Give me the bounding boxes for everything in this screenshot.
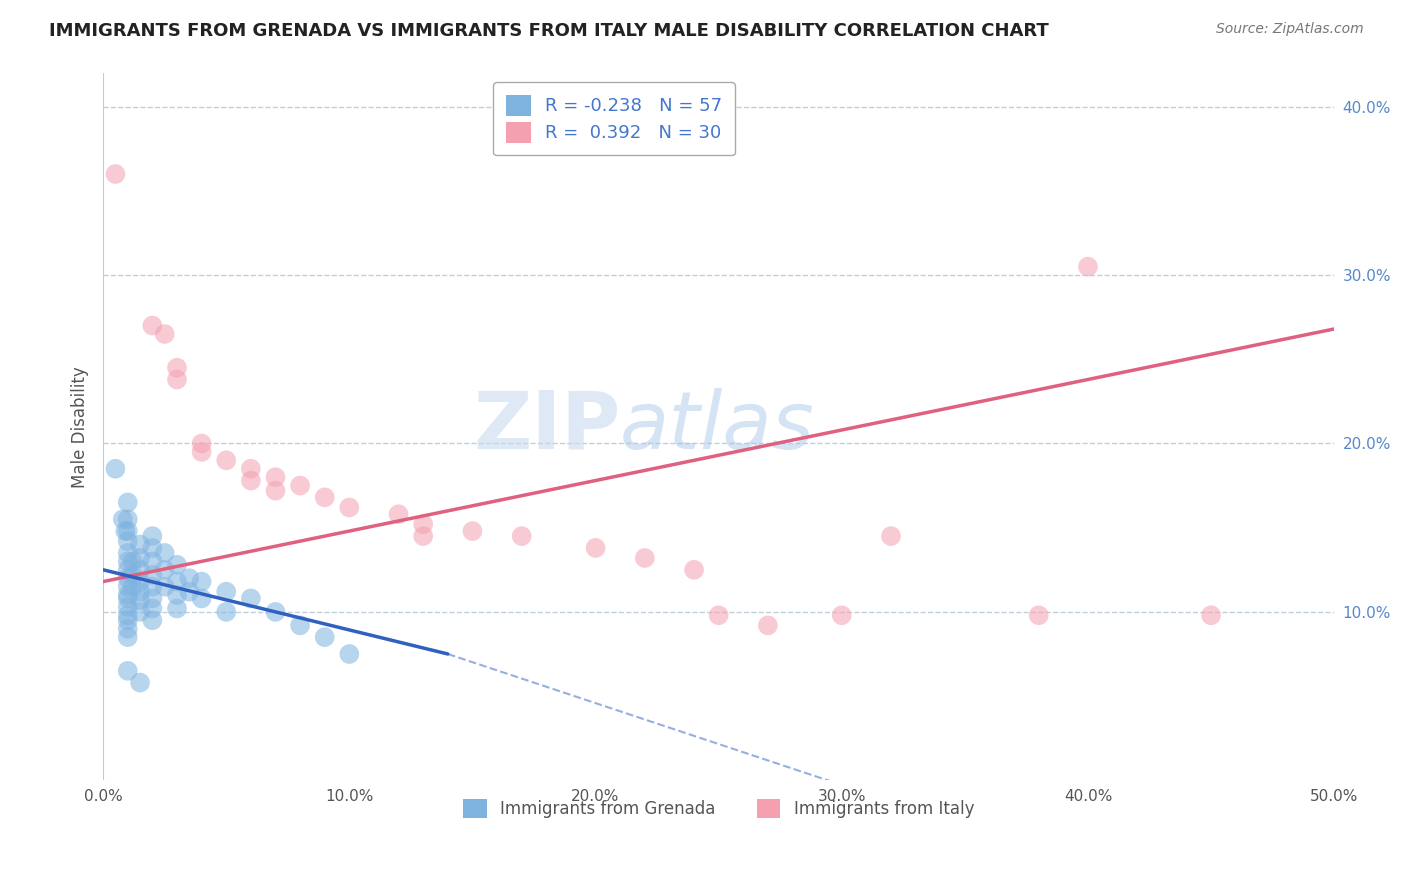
Point xyxy=(129,593,152,607)
Point xyxy=(117,571,139,585)
Point xyxy=(756,618,779,632)
Point xyxy=(141,601,163,615)
Point xyxy=(104,461,127,475)
Point xyxy=(264,605,287,619)
Point xyxy=(141,529,163,543)
Point xyxy=(1077,260,1099,274)
Point xyxy=(117,563,139,577)
Point xyxy=(141,567,163,582)
Point xyxy=(337,500,360,515)
Point xyxy=(510,529,533,543)
Point xyxy=(166,360,188,375)
Point xyxy=(585,541,607,555)
Point xyxy=(190,574,212,589)
Point xyxy=(880,529,903,543)
Point xyxy=(461,524,484,538)
Point xyxy=(288,478,311,492)
Point xyxy=(117,630,139,644)
Point xyxy=(166,558,188,572)
Point xyxy=(121,567,143,582)
Point xyxy=(166,601,188,615)
Point xyxy=(129,537,152,551)
Point xyxy=(1199,608,1222,623)
Point xyxy=(141,318,163,333)
Point xyxy=(153,546,176,560)
Point xyxy=(117,546,139,560)
Point xyxy=(153,580,176,594)
Point xyxy=(117,591,139,606)
Point xyxy=(337,647,360,661)
Point xyxy=(387,507,409,521)
Point xyxy=(117,588,139,602)
Point xyxy=(129,551,152,566)
Point xyxy=(412,529,434,543)
Point xyxy=(153,563,176,577)
Point xyxy=(239,591,262,606)
Point xyxy=(190,445,212,459)
Point xyxy=(831,608,853,623)
Point xyxy=(179,571,201,585)
Point xyxy=(190,436,212,450)
Legend: Immigrants from Grenada, Immigrants from Italy: Immigrants from Grenada, Immigrants from… xyxy=(457,792,981,825)
Point xyxy=(239,474,262,488)
Point xyxy=(141,613,163,627)
Point xyxy=(117,664,139,678)
Text: IMMIGRANTS FROM GRENADA VS IMMIGRANTS FROM ITALY MALE DISABILITY CORRELATION CHA: IMMIGRANTS FROM GRENADA VS IMMIGRANTS FR… xyxy=(49,22,1049,40)
Point xyxy=(215,453,238,467)
Y-axis label: Male Disability: Male Disability xyxy=(72,366,89,488)
Point xyxy=(683,563,706,577)
Point xyxy=(314,630,336,644)
Point xyxy=(707,608,730,623)
Point xyxy=(117,613,139,627)
Text: ZIP: ZIP xyxy=(472,388,620,466)
Point xyxy=(634,551,657,566)
Point xyxy=(239,461,262,475)
Point xyxy=(129,584,152,599)
Point xyxy=(190,591,212,606)
Point xyxy=(117,534,139,549)
Point xyxy=(121,580,143,594)
Point xyxy=(179,584,201,599)
Point xyxy=(153,326,176,341)
Point xyxy=(141,580,163,594)
Point xyxy=(141,591,163,606)
Point xyxy=(166,372,188,386)
Point xyxy=(1028,608,1050,623)
Point xyxy=(129,675,152,690)
Point xyxy=(166,588,188,602)
Point xyxy=(117,608,139,623)
Point xyxy=(117,524,139,538)
Point xyxy=(117,554,139,568)
Point xyxy=(215,605,238,619)
Point xyxy=(111,512,134,526)
Point xyxy=(166,574,188,589)
Text: Source: ZipAtlas.com: Source: ZipAtlas.com xyxy=(1216,22,1364,37)
Point xyxy=(117,580,139,594)
Point xyxy=(114,524,136,538)
Point xyxy=(104,167,127,181)
Point xyxy=(129,574,152,589)
Point xyxy=(141,554,163,568)
Point xyxy=(412,517,434,532)
Point xyxy=(117,512,139,526)
Point xyxy=(117,495,139,509)
Text: atlas: atlas xyxy=(620,388,815,466)
Point xyxy=(215,584,238,599)
Point xyxy=(129,563,152,577)
Point xyxy=(264,483,287,498)
Point xyxy=(121,554,143,568)
Point xyxy=(141,541,163,555)
Point xyxy=(117,599,139,614)
Point xyxy=(264,470,287,484)
Point xyxy=(314,491,336,505)
Point xyxy=(288,618,311,632)
Point xyxy=(129,605,152,619)
Point xyxy=(117,622,139,636)
